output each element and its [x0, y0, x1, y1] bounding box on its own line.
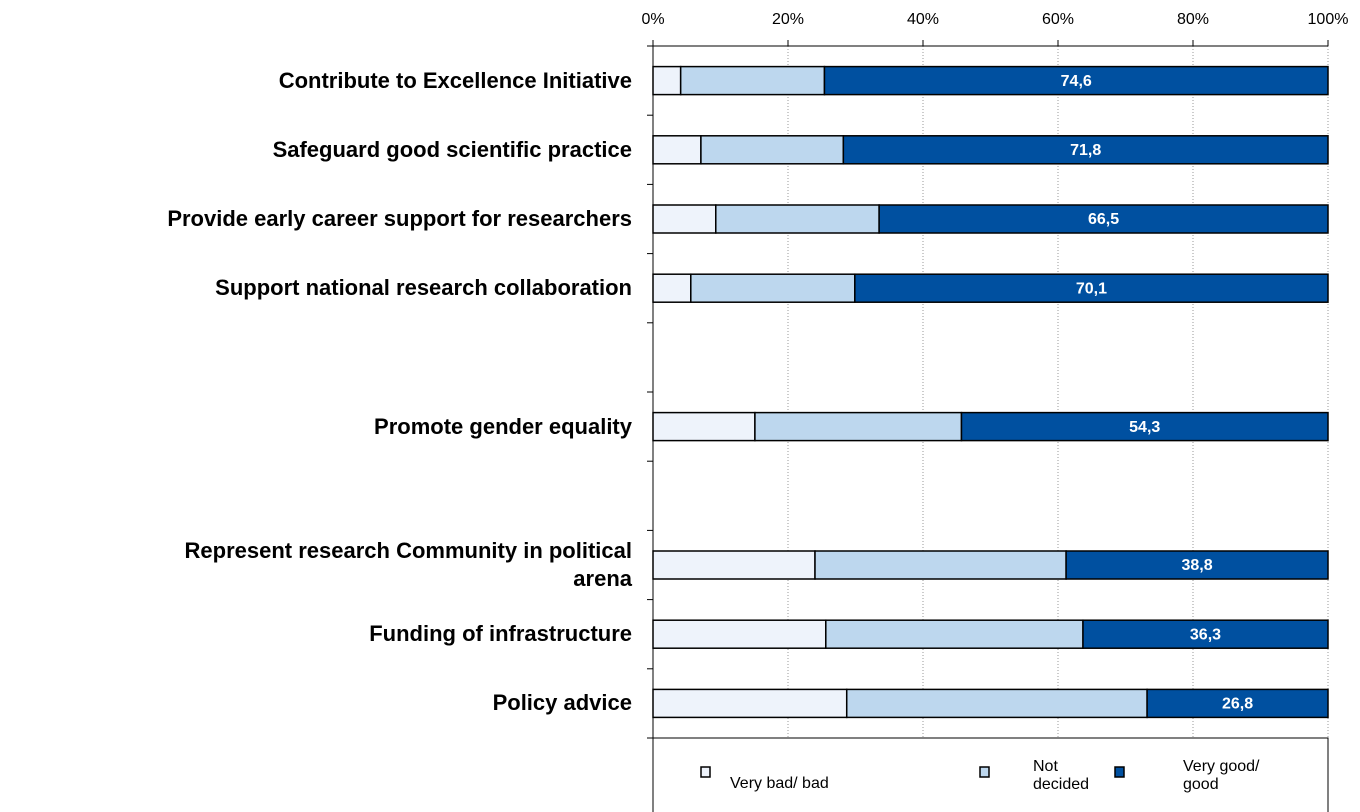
value-label: 38,8 [1181, 557, 1212, 574]
bar-segment [715, 204, 880, 234]
bar-segment [652, 550, 816, 580]
bar-segment [1082, 619, 1329, 649]
bar-segment [652, 65, 682, 96]
bar-segment [823, 65, 1329, 96]
bar-segment [1065, 550, 1329, 580]
x-tick-label: 40% [907, 11, 939, 28]
bar-segment [878, 204, 1329, 234]
bar-segment [825, 619, 1084, 649]
legend-label: Not decided [1033, 758, 1090, 793]
legend-label: Very bad/ bad [730, 775, 829, 792]
bar-segment [842, 135, 1329, 165]
bar-segment [652, 619, 827, 649]
bar-segment [652, 688, 848, 719]
bar-segment [652, 273, 692, 303]
x-tick-label: 0% [641, 11, 664, 28]
value-label: 36,3 [1190, 626, 1221, 643]
bar-segment [960, 411, 1329, 442]
value-label: 71,8 [1070, 142, 1101, 159]
legend-label: Very good/ good [1183, 758, 1260, 793]
value-label: 66,5 [1088, 211, 1119, 228]
bar-segment [652, 411, 756, 442]
bar-segment [845, 688, 1148, 719]
category-label: Support national research collaboration [215, 275, 632, 301]
legend-box [652, 737, 1329, 812]
bar-segment [690, 273, 856, 303]
value-label: 54,3 [1129, 419, 1160, 436]
x-tick-label: 100% [1308, 11, 1349, 28]
x-tick-label: 60% [1042, 11, 1074, 28]
category-label: Represent research Community in politica… [184, 538, 632, 591]
bar-segment [814, 550, 1067, 580]
bar-segment [754, 411, 963, 442]
x-tick-label: 80% [1177, 11, 1209, 28]
category-label: Policy advice [492, 690, 632, 716]
bar-segment [679, 65, 826, 96]
bar-segment [854, 273, 1329, 303]
value-label: 26,8 [1222, 696, 1253, 713]
value-label: 74,6 [1061, 73, 1092, 90]
legend-marker [700, 766, 711, 778]
category-label: Promote gender equality [374, 413, 632, 439]
category-label: Funding of infrastructure [369, 621, 632, 647]
bar-segment [700, 135, 845, 165]
legend-marker [979, 766, 990, 778]
bar-segment [652, 204, 717, 234]
x-tick-label: 20% [772, 11, 804, 28]
category-label: Safeguard good scientific practice [272, 136, 632, 162]
bar-segment [652, 135, 702, 165]
bar-segment [1146, 688, 1329, 719]
category-label: Contribute to Excellence Initiative [278, 67, 632, 93]
legend-marker [1114, 766, 1125, 778]
value-label: 70,1 [1076, 280, 1107, 297]
category-label: Provide early career support for researc… [167, 206, 632, 231]
